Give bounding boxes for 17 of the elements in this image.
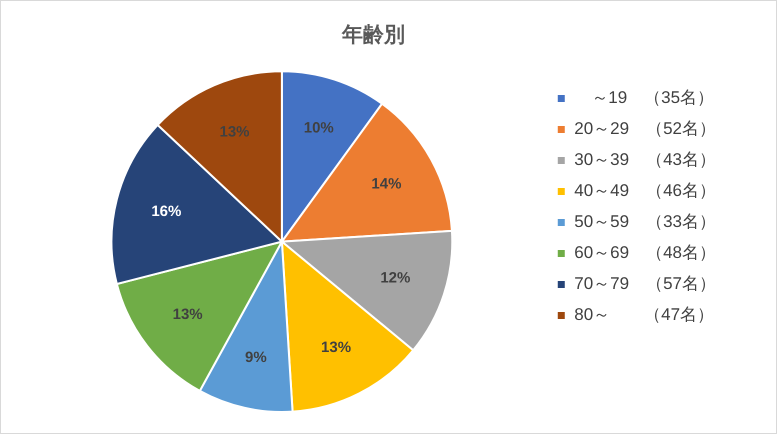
data-label: 12% (380, 270, 410, 287)
data-label: 13% (321, 339, 352, 356)
data-label: 13% (220, 123, 250, 140)
data-label: 13% (172, 306, 203, 323)
legend-label: 60～69 （48名） (574, 243, 716, 262)
legend-label: 80～ （47名） (574, 305, 714, 324)
legend-label: ～19 （35名） (574, 88, 714, 108)
chart-title: 年齢別 (341, 23, 405, 46)
legend-label: 70～79 （57名） (574, 274, 716, 294)
data-label: 16% (151, 203, 182, 220)
legend-label: 30～39 （43名） (574, 150, 716, 170)
data-label: 10% (304, 119, 334, 136)
data-label: 14% (371, 175, 402, 192)
legend-label: 50～59 （33名） (574, 212, 716, 232)
legend-label: 20～29 （52名） (574, 119, 716, 138)
data-label: 9% (245, 349, 267, 366)
legend-label: 40～49 （46名） (574, 181, 716, 200)
